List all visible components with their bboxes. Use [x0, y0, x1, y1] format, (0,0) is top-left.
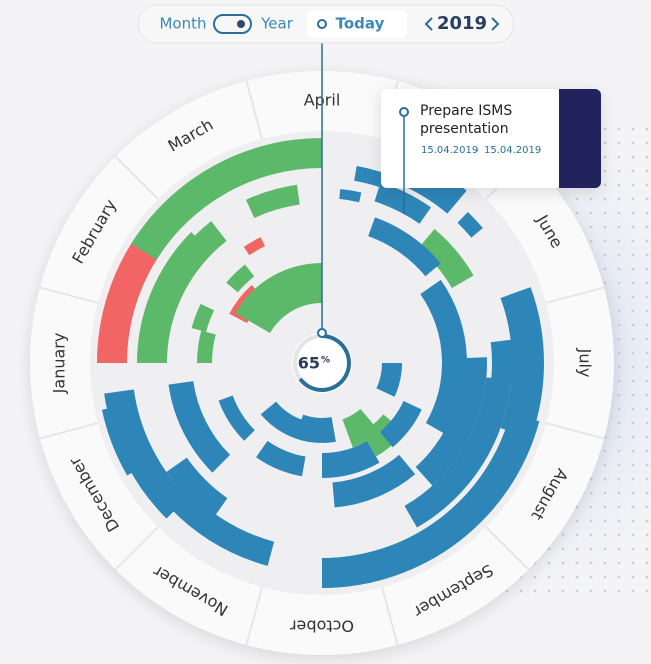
task-arc: [226, 264, 255, 293]
tooltip-title-box: Prepare ISMS presentation: [420, 103, 513, 137]
separator: [545, 422, 605, 440]
tasks: [97, 138, 545, 588]
tooltip-start: 15.04.2019: [421, 145, 478, 156]
task-arc: [176, 221, 227, 272]
today-end: [317, 328, 327, 338]
task-arc: [218, 395, 255, 441]
task-arc: [374, 182, 431, 224]
progress-ring: [298, 334, 351, 392]
separator: [245, 80, 263, 140]
today-label[interactable]: Today: [336, 15, 385, 33]
task-arc: [243, 237, 266, 256]
separator: [39, 422, 99, 440]
task-arc: [97, 233, 163, 363]
tooltip-end: 15.04.2019: [484, 145, 541, 156]
separator: [114, 155, 159, 200]
task-arc: [332, 454, 416, 508]
task-arc: [161, 481, 275, 566]
task-arc: [101, 404, 149, 476]
progress-bg: [292, 333, 352, 393]
task-arc: [197, 330, 216, 363]
task-arc: [420, 279, 467, 436]
separator: [245, 586, 263, 646]
month-label: July: [576, 348, 595, 378]
task-arc: [256, 440, 306, 477]
task-arc: [235, 263, 322, 333]
separator: [114, 526, 159, 571]
switch-knob: [237, 20, 245, 28]
task-arc: [144, 301, 167, 335]
task-arc: [166, 457, 228, 519]
month-label: October: [290, 617, 354, 636]
task-arc: [168, 381, 231, 473]
month-toggle[interactable]: Month: [159, 15, 206, 33]
task-arc: [457, 211, 483, 238]
tooltip-separator: -: [475, 145, 479, 156]
task-arc: [379, 401, 422, 448]
switch[interactable]: [213, 14, 252, 34]
task-arc: [368, 217, 441, 277]
task-arc: [418, 228, 474, 288]
month-label: January: [50, 333, 69, 395]
task-arc: [191, 303, 215, 332]
year-toggle[interactable]: Year: [260, 15, 294, 33]
progress-unit: %: [321, 356, 330, 366]
prev-year[interactable]: [424, 17, 433, 31]
separator: [545, 286, 605, 304]
separator: [485, 526, 530, 571]
tooltip-title: Prepare ISMS presentation: [420, 103, 513, 137]
tooltip-box: [381, 89, 601, 188]
task-arc: [131, 138, 322, 260]
separator: [39, 286, 99, 304]
task-arc: [376, 363, 402, 397]
task-arc: [354, 166, 384, 188]
progress-value: 65: [298, 354, 320, 373]
next-year[interactable]: [491, 17, 500, 31]
task-arc: [404, 377, 512, 528]
task-arc: [322, 440, 380, 478]
year-value: 2019: [437, 13, 487, 34]
separator: [381, 586, 399, 646]
tooltip-accent: [559, 89, 601, 188]
today-button[interactable]: [307, 10, 407, 38]
task-arc: [490, 339, 517, 384]
tooltip: [381, 89, 601, 188]
task-arc: [339, 188, 362, 203]
task-arc: [245, 184, 300, 218]
today-pin: [317, 19, 327, 29]
task-arc: [500, 287, 545, 439]
task-arc: [260, 401, 312, 442]
tooltip-pin: [399, 107, 409, 117]
